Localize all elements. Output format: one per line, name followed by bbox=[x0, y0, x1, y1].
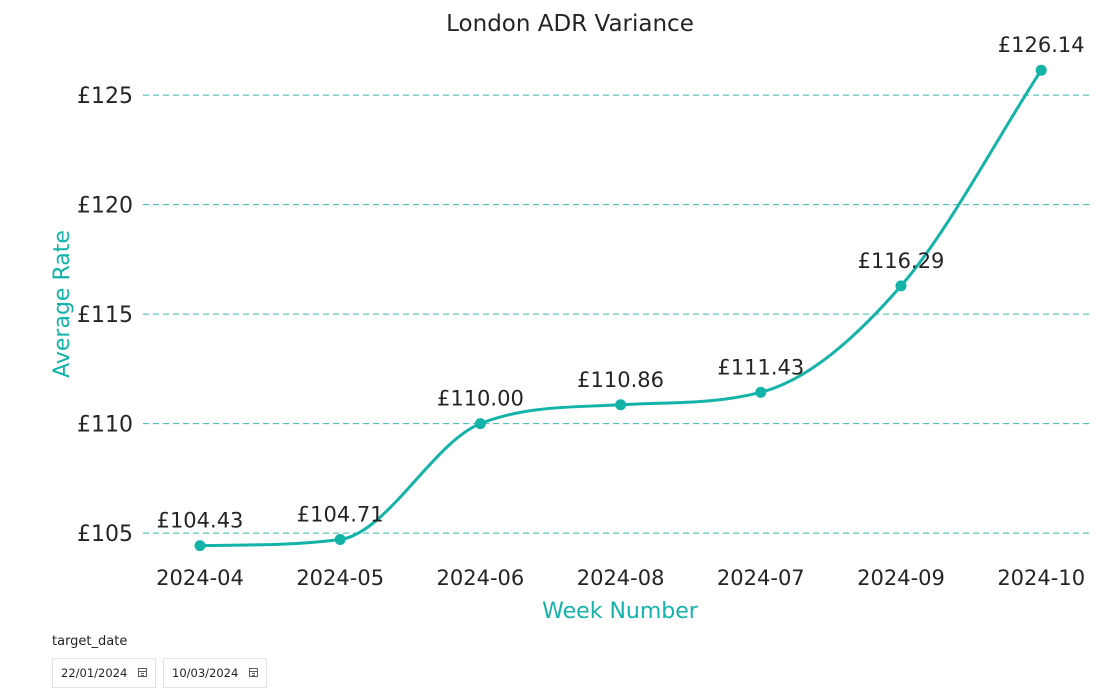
end-date-value: 10/03/2024 bbox=[172, 666, 239, 680]
y-axis-title: Average Rate bbox=[50, 230, 75, 378]
data-point[interactable] bbox=[895, 280, 907, 292]
data-point[interactable] bbox=[474, 418, 486, 430]
start-date-input[interactable]: 22/01/2024 bbox=[52, 658, 156, 688]
end-date-input[interactable]: 10/03/2024 bbox=[163, 658, 267, 688]
gridlines bbox=[143, 94, 1093, 534]
calendar-icon[interactable] bbox=[249, 668, 258, 677]
data-label: £126.14 bbox=[998, 33, 1085, 57]
chart-title: London ADR Variance bbox=[446, 11, 694, 37]
data-point[interactable] bbox=[755, 386, 767, 398]
slicer-title: target_date bbox=[52, 634, 128, 649]
data-point[interactable] bbox=[194, 540, 206, 552]
series-line bbox=[199, 69, 1043, 548]
data-label: £111.43 bbox=[717, 355, 804, 379]
date-range-slicer: target_date 22/01/2024 10/03/2024 bbox=[52, 634, 267, 688]
data-label: £104.43 bbox=[157, 509, 244, 533]
data-label: £110.86 bbox=[577, 368, 664, 392]
x-tick-label: 2024-06 bbox=[437, 566, 525, 590]
y-tick-label: £105 bbox=[77, 522, 133, 547]
data-label: £110.00 bbox=[437, 387, 524, 411]
y-tick-label: £125 bbox=[77, 84, 133, 109]
y-tick-label: £110 bbox=[77, 413, 133, 438]
data-point[interactable] bbox=[1035, 64, 1047, 76]
data-points bbox=[194, 64, 1047, 552]
x-axis-title: Week Number bbox=[542, 599, 699, 624]
start-date-value: 22/01/2024 bbox=[61, 666, 128, 680]
x-tick-label: 2024-08 bbox=[577, 566, 665, 590]
line-chart: London ADR Variance £105 £110 £115 £120 £125… bbox=[50, 11, 1093, 624]
y-axis-tick-labels: £105 £110 £115 £120 £125 bbox=[77, 84, 133, 547]
x-axis-tick-labels: 2024-04 2024-05 2024-06 2024-08 2024-07 2024-… bbox=[156, 566, 1085, 590]
y-tick-label: £115 bbox=[77, 303, 133, 328]
calendar-icon[interactable] bbox=[138, 668, 147, 677]
y-tick-label: £120 bbox=[77, 194, 133, 219]
x-tick-label: 2024-07 bbox=[717, 566, 805, 590]
data-labels: £104.43 £104.71 £110.00 £110.86 £111.43 £116.… bbox=[157, 33, 1085, 532]
x-tick-label: 2024-09 bbox=[857, 566, 945, 590]
data-label: £104.71 bbox=[297, 502, 384, 526]
x-tick-label: 2024-10 bbox=[997, 566, 1085, 590]
x-tick-label: 2024-05 bbox=[296, 566, 384, 590]
data-point[interactable] bbox=[615, 399, 627, 411]
slicer-inputs: 22/01/2024 10/03/2024 bbox=[52, 658, 267, 688]
x-tick-label: 2024-04 bbox=[156, 566, 244, 590]
data-label: £116.29 bbox=[858, 249, 945, 273]
data-point[interactable] bbox=[334, 533, 346, 545]
